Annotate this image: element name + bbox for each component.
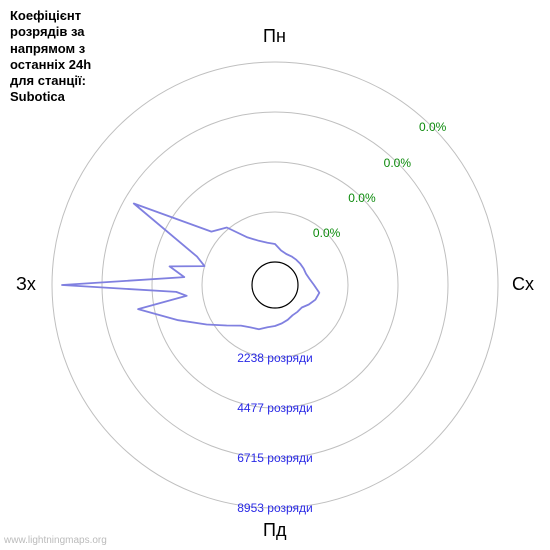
ring-percent-label: 0.0% — [419, 120, 446, 134]
ring-percent-label: 0.0% — [313, 226, 340, 240]
compass-south: Пд — [263, 520, 286, 541]
ring-count-label: 8953 розряди — [237, 501, 313, 515]
compass-east: Сх — [512, 274, 534, 295]
ring-count-label: 6715 розряди — [237, 451, 313, 465]
compass-north: Пн — [263, 26, 286, 47]
ring-percent-label: 0.0% — [384, 156, 411, 170]
footer-link: www.lightningmaps.org — [4, 535, 107, 546]
ring-count-label: 4477 розряди — [237, 401, 313, 415]
ring-count-label: 2238 розряди — [237, 351, 313, 365]
chart-title: Коефіцієнтрозрядів занапрямом зостанніх … — [10, 8, 91, 106]
polar-chart: Коефіцієнтрозрядів занапрямом зостанніх … — [0, 0, 550, 550]
ring-percent-label: 0.0% — [348, 191, 375, 205]
compass-west: Зх — [16, 274, 36, 295]
